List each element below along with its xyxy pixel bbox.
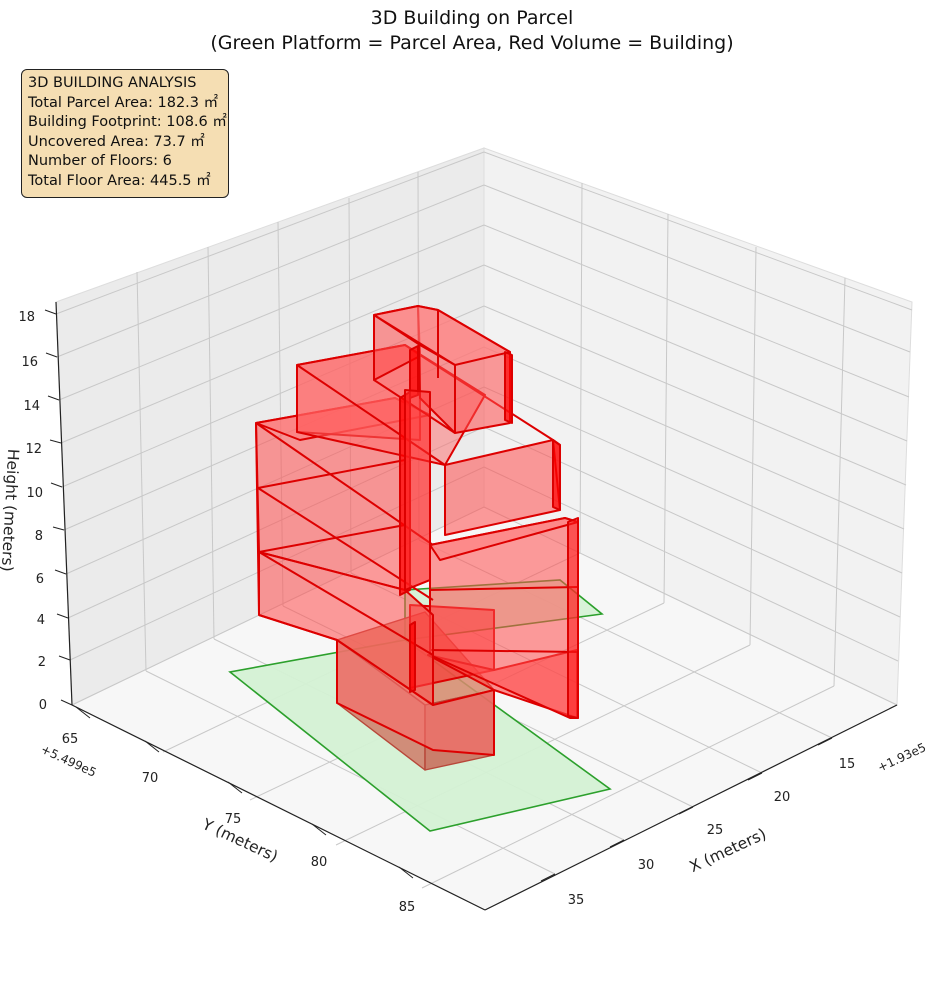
y-tick-labels: 65 70 75 80 85: [62, 732, 416, 915]
y-tick-label: 80: [311, 855, 328, 870]
y-offset-label: +5.499e5: [39, 742, 99, 780]
chart-subtitle: (Green Platform = Parcel Area, Red Volum…: [210, 32, 734, 54]
info-heading: 3D BUILDING ANALYSIS: [28, 75, 197, 91]
x-tick-label: 20: [774, 790, 791, 805]
x-tick-labels: 15 20 25 30 35: [568, 757, 856, 908]
building-block: [373, 305, 511, 366]
z-axis-label: Height (meters): [0, 448, 22, 572]
x-offset-label: +1.93e5: [875, 740, 928, 775]
z-tick-label: 6: [36, 572, 44, 587]
z-tick-label: 0: [39, 698, 47, 713]
z-tick-label: 10: [26, 486, 43, 501]
building-volumes: [255, 305, 579, 771]
y-tick-label: 75: [225, 812, 242, 827]
z-tick-label: 2: [38, 655, 46, 670]
y-tick-label: 65: [62, 732, 79, 747]
info-uncovered-area: Uncovered Area: 73.7 ㎡: [28, 133, 205, 150]
x-tick-label: 15: [839, 757, 856, 772]
building-column: [567, 517, 579, 719]
x-tick-label: 25: [707, 823, 724, 838]
z-axis-line: [55, 301, 73, 706]
x-tick-label: 35: [568, 893, 585, 908]
z-tick-label: 18: [18, 310, 35, 325]
chart-title: 3D Building on Parcel: [370, 7, 574, 29]
info-building-footprint: Building Footprint: 108.6 ㎡: [28, 114, 227, 130]
tick-marks: [44, 309, 833, 882]
info-number-of-floors: Number of Floors: 6: [28, 153, 172, 169]
building-column: [504, 351, 513, 424]
y-tick-label: 85: [399, 900, 416, 915]
info-total-floor-area: Total Floor Area: 445.5 ㎡: [28, 172, 211, 189]
building-column: [552, 439, 561, 511]
x-axis-label: X (meters): [687, 825, 769, 876]
z-tick-label: 14: [23, 399, 40, 414]
building-info-box: 3D BUILDING ANALYSIS Total Parcel Area: …: [21, 69, 229, 198]
x-tick-label: 30: [638, 858, 655, 873]
building-column: [404, 389, 431, 591]
y-tick-label: 70: [142, 771, 159, 786]
z-tick-label: 8: [35, 529, 43, 544]
z-tick-label: 12: [25, 442, 42, 457]
z-tick-label: 4: [37, 613, 45, 628]
info-parcel-area: Total Parcel Area: 182.3 ㎡: [28, 94, 219, 111]
z-tick-labels: 0 2 4 6 8 10 12 14 16 18: [18, 310, 47, 713]
z-tick-label: 16: [21, 355, 38, 370]
y-axis-line: [71, 704, 486, 911]
building-column: [409, 621, 416, 693]
